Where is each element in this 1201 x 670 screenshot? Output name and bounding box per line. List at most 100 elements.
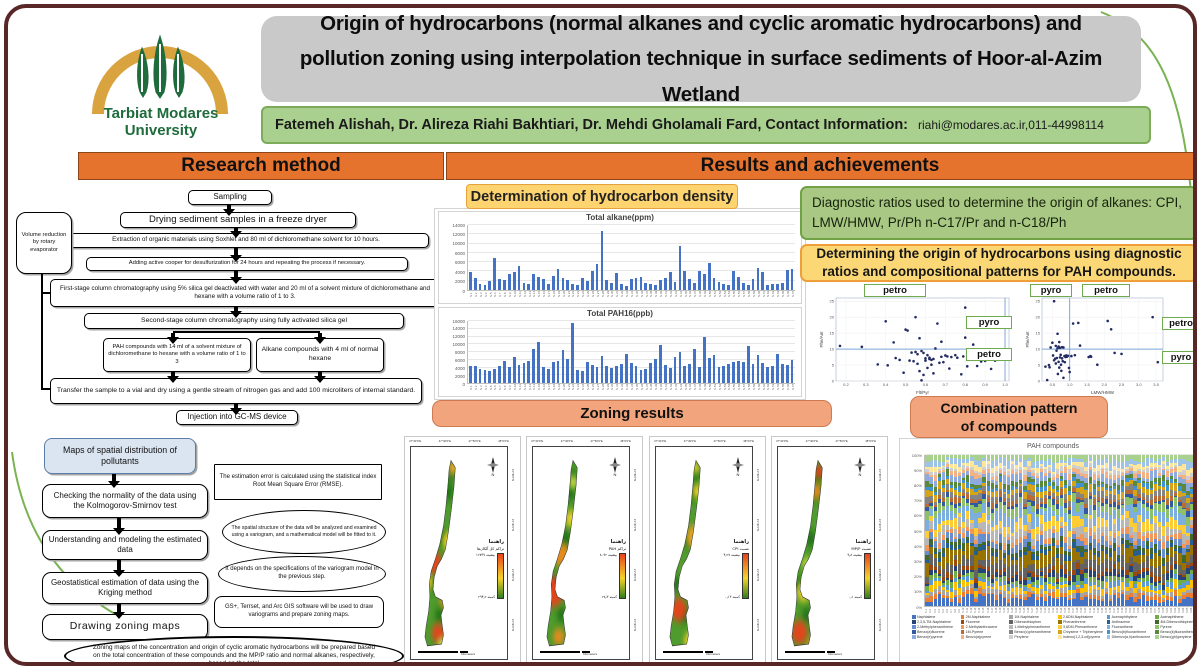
x-tick-label: S.27 bbox=[595, 383, 600, 390]
legend-label: Dibenzo(a,h)anthracene bbox=[1111, 635, 1151, 639]
data-point bbox=[1047, 363, 1051, 367]
bar-segment bbox=[1145, 592, 1149, 596]
bar-slot: S.55 bbox=[731, 321, 736, 390]
bar-segment bbox=[1141, 487, 1145, 494]
bar-segment bbox=[1072, 527, 1076, 531]
stacked-bar: S.65 bbox=[1186, 455, 1190, 613]
bar-segment bbox=[986, 585, 990, 588]
x-tick-label: 1.0 bbox=[1067, 382, 1073, 387]
bar-segment bbox=[1161, 573, 1166, 583]
bar-slot: S.27 bbox=[595, 225, 600, 297]
bar bbox=[634, 277, 638, 290]
bar-segment bbox=[925, 597, 929, 602]
bar-segment bbox=[974, 479, 978, 485]
bar-segment bbox=[958, 466, 962, 473]
legend-item: Pyrene bbox=[1155, 625, 1193, 629]
bar-segment bbox=[949, 510, 954, 520]
data-point bbox=[959, 372, 963, 376]
bar-segment bbox=[1092, 471, 1096, 475]
x-tick-label: S.64 bbox=[776, 383, 781, 390]
bar-segment bbox=[982, 542, 986, 546]
arrow-head bbox=[314, 376, 326, 383]
bar-segment bbox=[1182, 534, 1186, 545]
stacked-bar: S.4 bbox=[937, 455, 941, 613]
bar-segment bbox=[1125, 461, 1129, 467]
bar-segment bbox=[990, 588, 994, 593]
x-tick-label: S.1 bbox=[925, 609, 929, 613]
bar-segment bbox=[1084, 471, 1088, 474]
bar-segment bbox=[1141, 532, 1145, 536]
chart-plot-area: S.1 S.2 S.3 S.4 S.5 S.6 S.7 S.8 S.9 S.10 S.11 S.12 S… bbox=[924, 454, 1197, 613]
bar-segment bbox=[1092, 468, 1096, 472]
bar-segment bbox=[1186, 564, 1190, 568]
bar-segment bbox=[982, 545, 986, 551]
bar-segment bbox=[1059, 582, 1064, 586]
bar-segment bbox=[958, 513, 962, 517]
bar-slot: S.51 bbox=[712, 321, 717, 390]
bar-segment bbox=[1055, 463, 1060, 470]
bar-segment bbox=[974, 591, 978, 598]
bar-segment bbox=[1125, 544, 1129, 548]
bar-segment bbox=[1002, 552, 1007, 557]
bar bbox=[698, 270, 701, 290]
bar-segment bbox=[1031, 559, 1035, 565]
bar-segment bbox=[1153, 568, 1158, 577]
bar-segment bbox=[1112, 510, 1117, 520]
flow-arrow bbox=[230, 228, 242, 238]
bar-segment bbox=[1064, 494, 1068, 500]
bar-segment bbox=[1145, 570, 1149, 576]
bar-segment bbox=[958, 564, 962, 575]
bar-segment bbox=[1027, 514, 1031, 522]
bar-segment bbox=[937, 578, 941, 582]
stacked-bar: S.61 bbox=[1170, 455, 1174, 613]
x-tick-label: S.52 bbox=[717, 290, 722, 297]
hotspot bbox=[568, 475, 578, 489]
bar-segment bbox=[929, 508, 933, 517]
bar-segment bbox=[933, 507, 937, 511]
scale-unit-label: Kilometers bbox=[705, 650, 721, 656]
map-legend-title: راهنما bbox=[733, 539, 749, 545]
bar-segment bbox=[1104, 490, 1109, 497]
bar-segment bbox=[990, 586, 994, 589]
bar-segment bbox=[982, 522, 986, 533]
bar-segment bbox=[929, 538, 933, 545]
conclusion-ellipse: Zoning maps of the concentration and ori… bbox=[64, 636, 404, 662]
bar bbox=[527, 361, 531, 383]
x-tick-label: S.6 bbox=[945, 609, 949, 613]
bar-segment bbox=[1035, 541, 1039, 552]
bar-segment bbox=[986, 594, 990, 606]
bar-segment bbox=[1084, 473, 1088, 478]
bar-segment bbox=[978, 478, 982, 486]
bar-segment bbox=[1011, 509, 1015, 519]
bar-segment bbox=[1064, 555, 1068, 561]
scale-bar: Kilometers bbox=[540, 650, 597, 656]
x-tick-label: S.60 bbox=[756, 290, 761, 297]
bar-segment bbox=[1141, 587, 1145, 592]
bar-segment bbox=[1039, 508, 1043, 515]
bar bbox=[756, 268, 760, 290]
bar-segment bbox=[990, 460, 994, 468]
flow-arrow bbox=[113, 604, 125, 619]
bar-slot: S.10 bbox=[512, 321, 517, 390]
data-point bbox=[1062, 376, 1065, 380]
bar-segment bbox=[1121, 461, 1125, 469]
bar-segment bbox=[1088, 549, 1092, 560]
bar-slot: S.46 bbox=[687, 225, 692, 297]
y-tick-label: 70% bbox=[913, 498, 922, 504]
data-point bbox=[1051, 341, 1054, 344]
bar-segment bbox=[1161, 541, 1166, 549]
bar-slot: S.53 bbox=[722, 321, 727, 390]
data-point bbox=[906, 329, 909, 332]
bar-segment bbox=[1125, 575, 1129, 579]
bar-segment bbox=[1121, 471, 1125, 474]
bar-segment bbox=[1108, 560, 1113, 569]
bar-segment bbox=[945, 579, 950, 586]
y-tick-label: 5 bbox=[1038, 363, 1041, 368]
hotspot bbox=[791, 620, 808, 645]
bar-segment bbox=[1195, 469, 1197, 473]
bar-segment bbox=[937, 548, 941, 552]
bar-segment bbox=[1121, 501, 1125, 504]
bar-segment bbox=[1100, 474, 1105, 482]
bar-segment bbox=[1161, 548, 1166, 558]
bar-segment bbox=[974, 587, 978, 590]
